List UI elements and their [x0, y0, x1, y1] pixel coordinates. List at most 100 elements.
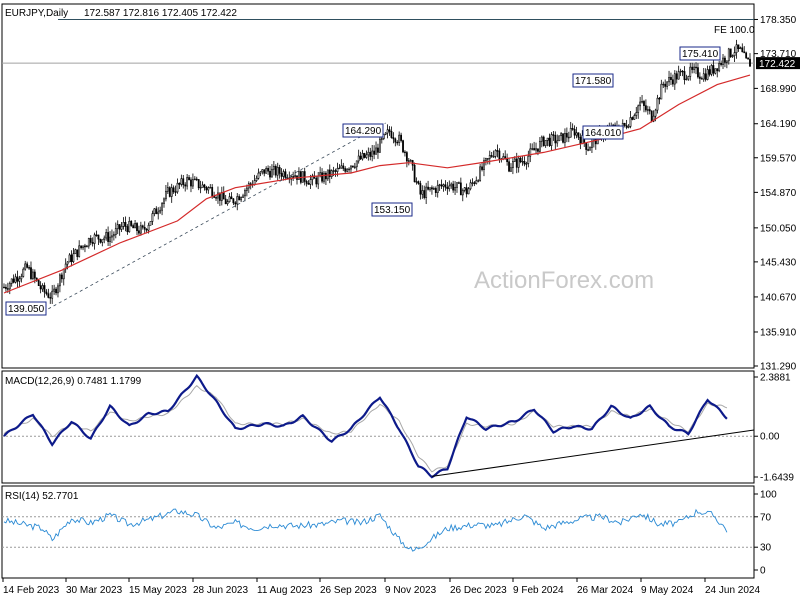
macd-panel-frame [1, 370, 755, 484]
candle-body [546, 137, 549, 141]
candle-body [97, 234, 100, 240]
candle-body [330, 170, 333, 177]
candle-body [124, 222, 127, 227]
candle-body [116, 224, 119, 229]
candle-body [531, 148, 534, 150]
candle-body [739, 47, 742, 50]
macd-panel: 2.3881 0.00 -1.6439 [2, 373, 794, 484]
candle-body [201, 184, 204, 188]
candle-body [226, 201, 229, 205]
candle-body [670, 77, 672, 81]
candle-body [521, 161, 524, 163]
candle-body [103, 237, 106, 240]
candle-body [710, 65, 713, 75]
candle-body [112, 234, 115, 237]
candle-body [263, 169, 266, 174]
candle-body [650, 110, 653, 122]
macd-y-tick-label: 0.00 [760, 432, 780, 443]
candle-body [33, 271, 36, 279]
candle-body [731, 55, 734, 57]
candle-body [85, 245, 88, 248]
candle-body [111, 235, 113, 238]
candle-body [527, 155, 530, 164]
candle-body [132, 225, 135, 229]
candle-body [257, 172, 260, 179]
candle-body [224, 198, 227, 205]
candle-body [272, 165, 275, 170]
candle-body [409, 160, 412, 162]
candle-body [344, 168, 347, 172]
candle-body [371, 150, 374, 157]
candle-body [255, 177, 258, 181]
candle-body [515, 158, 518, 168]
candle-body [182, 178, 185, 186]
candle-body [159, 209, 162, 213]
candle-body [398, 134, 401, 143]
candle-body [321, 172, 323, 182]
y-tick-label: 145.430 [760, 257, 797, 268]
candle-body [407, 160, 410, 162]
candle-body [365, 154, 368, 158]
candle-body [486, 158, 489, 160]
candle-body [456, 182, 458, 188]
candle-body [679, 70, 682, 73]
x-tick-label: 15 May 2023 [129, 585, 187, 596]
candle-body [648, 109, 651, 112]
candle-body [733, 52, 736, 56]
candle-body [165, 190, 167, 200]
candle-body [87, 238, 90, 247]
candle-body [45, 291, 48, 295]
candle-body [639, 101, 642, 107]
candle-body [130, 220, 133, 226]
candle-body [367, 151, 370, 156]
candle-body [450, 183, 453, 187]
macd-title: MACD(12,26,9) 0.7481 1.1799 [5, 376, 142, 387]
candle-body [685, 78, 688, 81]
annotation-label: 139.050 [8, 304, 45, 315]
candle-body [569, 127, 572, 138]
macd-y-tick-label: 2.3881 [760, 373, 791, 384]
candle-body [91, 242, 94, 244]
candle-body [47, 293, 50, 298]
candle-body [623, 122, 626, 126]
y-tick-label: 164.190 [760, 119, 797, 130]
candle-body [538, 140, 541, 152]
rsi-panel: 100 70 30 0 [2, 490, 777, 577]
candle-body [53, 288, 56, 292]
candle-body [444, 184, 447, 188]
candle-body [564, 133, 566, 143]
candle-body [413, 164, 416, 183]
candle-body [513, 158, 516, 162]
candle-body [66, 261, 69, 265]
candle-body [236, 196, 239, 205]
candle-body [681, 70, 684, 73]
annotation-box [679, 46, 721, 61]
candle-body [82, 245, 84, 249]
candle-body [712, 65, 715, 74]
candle-body [641, 101, 643, 103]
candle-body [145, 228, 148, 231]
candle-body [741, 47, 744, 53]
candle-body [662, 83, 665, 86]
candle-body [244, 190, 246, 197]
moving-average-line [3, 74, 751, 294]
candle-body [698, 76, 701, 79]
macd-line [3, 373, 728, 479]
candle-body [697, 67, 699, 78]
rsi-y-tick-label: 70 [760, 512, 772, 523]
candle-body [625, 125, 628, 128]
candle-body [729, 48, 732, 57]
candle-body [215, 197, 217, 199]
candle-body [415, 181, 418, 183]
candle-body [334, 170, 337, 172]
candle-body [481, 166, 483, 170]
rsi-title: RSI(14) 52.7701 [5, 491, 79, 502]
price-ohlc: 172.587 172.816 172.405 172.422 [84, 8, 237, 19]
candle-body [442, 184, 445, 187]
candle-body [59, 274, 61, 287]
candle-body [271, 168, 273, 178]
candle-body [280, 173, 283, 177]
candle-body [506, 158, 509, 163]
candle-body [704, 73, 707, 80]
candle-body [646, 109, 649, 111]
